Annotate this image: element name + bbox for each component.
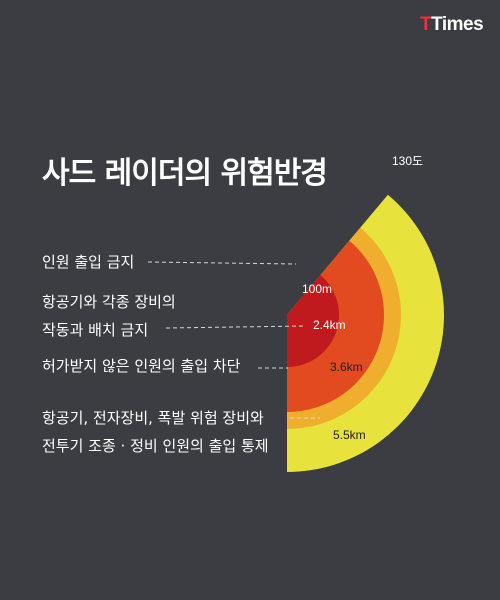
zone-sector-100m [287,275,339,367]
zone-label-3: 허가받지 않은 인원의 출입 차단 [42,352,240,380]
zone-label-4-line-2: 전투기 조종 · 정비 인원의 출입 통제 [42,437,269,455]
zone-label-3-line-1: 허가받지 않은 인원의 출입 차단 [42,357,241,375]
leader-line-zone-2 [165,325,306,329]
logo-times: Times [431,14,484,35]
zone-label-4-line-1: 항공기, 전자장비, 폭발 위험 장비와 [42,409,264,427]
page-title: 사드 레이더의 위험반경 [42,156,328,191]
ttimes-logo: TTimes [420,14,484,36]
zone-label-2-line-2: 작동과 배치 금지 [42,321,149,339]
zone-label-2: 항공기와 각종 장비의 작동과 배치 금지 [42,288,176,344]
distance-label-100m: 100m [302,282,333,296]
leader-line-zone-1 [147,261,297,265]
zone-label-2-line-1: 항공기와 각종 장비의 [42,293,176,311]
distance-label-5-5km: 5.5km [333,428,366,442]
logo-t: T [420,14,432,35]
distance-label-2-4km: 2.4km [313,318,346,332]
zone-label-1: 인원 출입 금지 [42,248,134,276]
distance-label-3-6km: 3.6km [330,360,363,374]
zone-label-1-line-1: 인원 출입 금지 [42,253,135,271]
zone-label-4: 항공기, 전자장비, 폭발 위험 장비와 전투기 조종 · 정비 인원의 출입 … [42,404,269,460]
angle-label: 130도 [392,154,424,168]
